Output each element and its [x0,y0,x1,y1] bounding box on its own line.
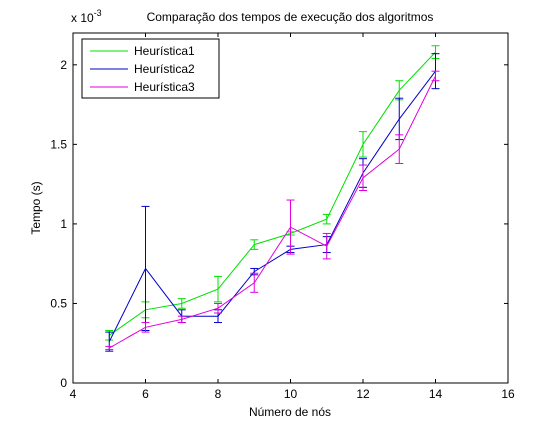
series-heuristica3 [105,70,440,351]
error-bar [359,131,367,158]
y-scale-note-exp: -3 [94,8,102,18]
error-bar [286,199,295,255]
error-bar [250,239,259,250]
error-bar [214,275,222,303]
series-line-heuristica3 [109,75,436,349]
error-bar [359,164,367,191]
error-bar [177,298,186,309]
y-tick-label: 1.5 [50,137,67,151]
error-bar [431,70,440,82]
x-tick-label: 16 [501,387,515,401]
y-tick-label: 1 [60,217,67,231]
error-bar [250,272,259,293]
y-scale-note-base: x 10 [71,11,94,25]
axis-tick-labels: 4 6 8 10 12 14 16 0 0.5 1 1.5 2 [50,58,515,401]
y-axis-label: Tempo (s) [29,181,43,234]
error-bar [105,345,114,351]
series-line-heuristica1 [109,51,436,336]
legend-label-heuristica2: Heurística2 [134,62,195,76]
x-tick-label: 12 [356,387,370,401]
series-line-heuristica2 [108,70,436,342]
y-tick-label: 2 [60,58,67,72]
x-tick-label: 4 [70,387,77,401]
x-tick-label: 6 [142,387,149,401]
y-tick-label: 0 [60,376,67,390]
x-tick-label: 14 [429,387,443,401]
error-bar [141,322,150,333]
chart-title: Comparação dos tempos de execução dos al… [147,10,434,24]
legend-box [81,38,220,99]
y-scale-note: x 10-3 [71,8,102,25]
legend: Heurística1 Heurística2 Heurística3 [81,38,220,99]
series-layer [105,45,440,352]
x-tick-label: 8 [215,387,222,401]
y-tick-label: 0.5 [50,296,67,310]
axis-ticks [72,33,509,384]
x-tick-label: 10 [284,387,298,401]
error-bar [214,302,222,314]
error-bar [322,232,331,260]
error-bar [395,134,404,164]
legend-label-heuristica1: Heurística1 [134,44,195,58]
error-bar [322,213,331,225]
legend-label-heuristica3: Heurística3 [134,80,195,94]
x-axis-label: Número de nós [249,405,331,419]
error-bar [177,315,186,324]
